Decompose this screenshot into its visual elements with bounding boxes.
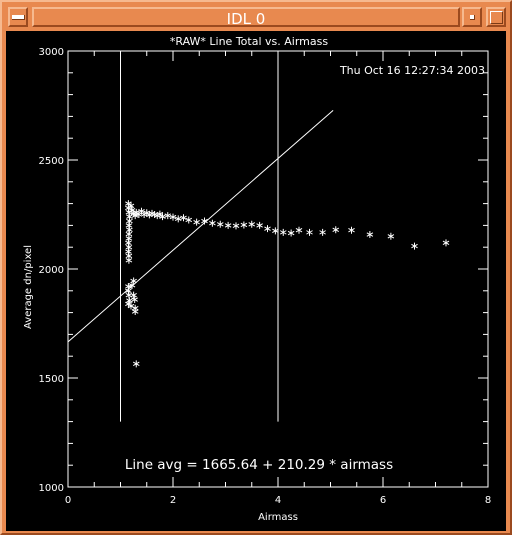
- data-point: [180, 214, 187, 222]
- menu-bar-icon: [12, 15, 25, 20]
- fit-annotation: Line avg = 1665.64 + 210.29 * airmass: [125, 457, 393, 473]
- data-point: [164, 212, 172, 220]
- data-point: [348, 226, 355, 234]
- data-point: [216, 220, 224, 228]
- data-point: [130, 277, 137, 285]
- data-point: [306, 228, 313, 236]
- data-point: [248, 220, 256, 228]
- y-tick-label: 1000: [39, 483, 64, 494]
- data-point: [332, 226, 340, 234]
- data-point: [125, 287, 132, 295]
- data-point: [185, 216, 193, 224]
- data-point: [131, 296, 138, 304]
- data-point: [272, 227, 279, 235]
- x-axis-label: Airmass: [258, 512, 298, 523]
- data-point: [174, 215, 182, 223]
- data-point: [224, 221, 232, 229]
- data-point: [240, 221, 248, 229]
- x-tick-label: 2: [170, 495, 176, 506]
- data-point: [125, 248, 132, 256]
- data-point: [169, 213, 177, 221]
- data-point: [201, 217, 208, 225]
- data-point: [125, 221, 133, 229]
- data-point: [279, 228, 287, 236]
- title-area[interactable]: IDL 0: [32, 7, 460, 28]
- window-title: IDL 0: [226, 10, 266, 28]
- data-point: [319, 228, 326, 236]
- data-point: [125, 239, 132, 247]
- data-point: [209, 219, 216, 227]
- y-tick-label: 2000: [39, 265, 64, 276]
- plot-svg: *RAW* Line Total vs. Airmass Thu Oct 16 …: [23, 35, 491, 523]
- data-point: [132, 208, 140, 216]
- data-point: [232, 222, 240, 230]
- timestamp-label: Thu Oct 16 12:27:34 2003: [339, 64, 485, 77]
- plot-canvas: *RAW* Line Total vs. Airmass Thu Oct 16 …: [6, 31, 506, 531]
- data-point: [125, 300, 132, 308]
- data-point: [125, 256, 133, 264]
- maximize-button[interactable]: [486, 7, 506, 27]
- minimize-icon: [470, 15, 475, 20]
- data-point: [126, 226, 133, 234]
- data-point: [125, 243, 133, 251]
- data-point: [132, 360, 140, 368]
- data-point: [131, 308, 139, 316]
- data-point: [143, 209, 151, 217]
- y-tick-label: 2500: [39, 156, 64, 167]
- x-tick-label: 0: [65, 495, 71, 506]
- data-point: [130, 291, 137, 299]
- x-tick-label: 8: [485, 495, 491, 506]
- data-point: [126, 217, 133, 225]
- data-point: [442, 239, 450, 247]
- data-point: [159, 213, 166, 221]
- data-point: [287, 229, 295, 237]
- data-point: [156, 210, 164, 218]
- data-point: [264, 225, 271, 233]
- y-axis-label: Average dn/pixel: [23, 245, 34, 329]
- minimize-button[interactable]: [462, 7, 482, 27]
- data-point: [387, 232, 395, 240]
- maximize-icon: [490, 11, 503, 24]
- y-tick-label: 1500: [39, 374, 64, 385]
- fit-line: [67, 110, 334, 343]
- data-point: [411, 242, 418, 250]
- data-point: [256, 221, 263, 229]
- data-point: [366, 231, 374, 239]
- title-bar[interactable]: IDL 0: [6, 6, 508, 30]
- data-point: [125, 234, 133, 242]
- data-point: [295, 226, 303, 234]
- data-point: [127, 202, 135, 210]
- x-tick-label: 6: [380, 495, 386, 506]
- x-tick-label: 4: [275, 495, 281, 506]
- chart-title: *RAW* Line Total vs. Airmass: [170, 35, 328, 48]
- window-menu-button[interactable]: [8, 7, 28, 27]
- data-point: [193, 218, 200, 226]
- y-tick-label: 3000: [39, 47, 64, 58]
